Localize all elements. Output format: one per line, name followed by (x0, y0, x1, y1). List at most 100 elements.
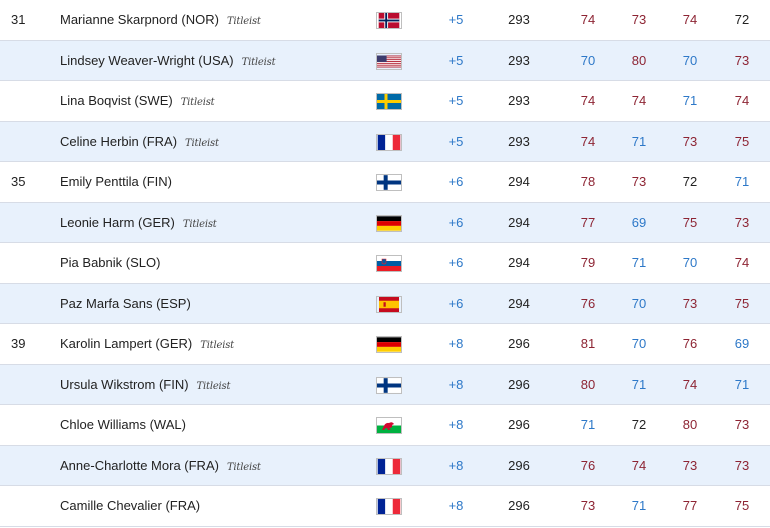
player-name[interactable]: Paz Marfa Sans (ESP) (60, 295, 191, 311)
table-row[interactable]: 31 Marianne Skarpnord (NOR) Titleist +5 2… (0, 0, 770, 41)
round-1-score: 80 (580, 376, 596, 392)
player-name[interactable]: Chloe Williams (WAL) (60, 417, 186, 432)
flag-icon (376, 93, 402, 110)
to-par: +8 (448, 376, 464, 392)
table-row[interactable]: Chloe Williams (WAL) +8 296 71 72 80 73 (0, 405, 770, 446)
flag-icon (376, 214, 402, 232)
player-name[interactable]: Emily Penttila (FIN) (60, 174, 172, 189)
table-row[interactable]: Lina Boqvist (SWE) Titleist +5 293 74 74 … (0, 81, 770, 122)
flag-icon (376, 255, 402, 272)
flag-icon (376, 376, 402, 394)
round-4-score: 71 (734, 376, 750, 392)
to-par: +8 (448, 417, 464, 432)
table-row[interactable]: 35 Emily Penttila (FIN) +6 294 78 73 72 … (0, 162, 770, 203)
player-cell[interactable]: Anne-Charlotte Mora (FRA) Titleist (60, 446, 261, 488)
titleist-logo: Titleist (241, 56, 276, 68)
player-cell[interactable]: Chloe Williams (WAL) (60, 405, 194, 447)
total-score: 296 (508, 336, 530, 351)
to-par: +5 (448, 52, 464, 68)
round-3-score: 71 (682, 93, 698, 108)
total-score: 296 (508, 376, 530, 392)
round-4-score: 75 (734, 133, 750, 149)
to-par: +6 (448, 295, 464, 311)
player-name[interactable]: Camille Chevalier (FRA) (60, 498, 201, 513)
player-cell[interactable]: Ursula Wikstrom (FIN) Titleist (60, 365, 231, 407)
total-score: 296 (508, 417, 530, 432)
player-cell[interactable]: Marianne Skarpnord (NOR) Titleist (60, 0, 261, 42)
table-row[interactable]: Anne-Charlotte Mora (FRA) Titleist +8 296… (0, 445, 770, 488)
round-1-score: 74 (580, 93, 596, 108)
table-row[interactable]: Leonie Harm (GER) Titleist +6 294 77 69 7… (0, 202, 770, 245)
titleist-logo: Titleist (200, 340, 234, 351)
player-cell[interactable]: Leonie Harm (GER) Titleist (60, 203, 217, 245)
titleist-logo: Titleist (180, 97, 215, 108)
player-cell[interactable]: Pia Babnik (SLO) (60, 243, 168, 285)
round-3-score: 74 (682, 376, 698, 392)
to-par: +8 (448, 336, 464, 351)
round-3-score: 80 (682, 417, 698, 432)
round-3-score: 75 (682, 214, 698, 230)
table-row[interactable]: Camille Chevalier (FRA) +8 296 73 71 77 … (0, 486, 770, 527)
round-1-score: 77 (580, 214, 596, 230)
to-par: +6 (448, 174, 464, 189)
player-cell[interactable]: Emily Penttila (FIN) (60, 162, 180, 204)
total-score: 293 (508, 133, 530, 149)
round-1-score: 76 (580, 457, 596, 473)
table-row[interactable]: Lindsey Weaver-Wright (USA) Titleist +5 2… (0, 40, 770, 83)
position: 39 (11, 336, 26, 351)
round-3-score: 73 (682, 457, 698, 473)
to-par: +8 (448, 457, 464, 473)
round-2-score: 71 (631, 255, 647, 270)
player-name[interactable]: Ursula Wikstrom (FIN) (60, 376, 189, 392)
player-cell[interactable]: Lindsey Weaver-Wright (USA) Titleist (60, 41, 276, 83)
player-name[interactable]: Leonie Harm (GER) (60, 214, 175, 230)
flag-icon (376, 12, 402, 29)
player-cell[interactable]: Camille Chevalier (FRA) (60, 486, 208, 528)
round-3-score: 76 (682, 336, 698, 351)
player-name[interactable]: Pia Babnik (SLO) (60, 255, 161, 270)
player-name[interactable]: Lina Boqvist (SWE) (60, 93, 173, 108)
round-2-score: 80 (631, 52, 647, 68)
round-2-score: 70 (631, 336, 647, 351)
round-2-score: 72 (631, 417, 647, 432)
titleist-logo: Titleist (182, 218, 217, 230)
round-1-score: 79 (580, 255, 596, 270)
flag-icon (376, 133, 402, 151)
flag-icon (376, 295, 402, 313)
player-name[interactable]: Lindsey Weaver-Wright (USA) (60, 52, 234, 68)
player-cell[interactable]: Celine Herbin (FRA) Titleist (60, 122, 219, 164)
player-cell[interactable]: Lina Boqvist (SWE) Titleist (60, 81, 215, 123)
flag-icon (376, 174, 402, 191)
round-3-score: 74 (682, 12, 698, 27)
total-score: 294 (508, 214, 530, 230)
table-row[interactable]: 39 Karolin Lampert (GER) Titleist +8 296 … (0, 324, 770, 365)
round-3-score: 73 (682, 295, 698, 311)
round-3-score: 70 (682, 255, 698, 270)
player-name[interactable]: Celine Herbin (FRA) (60, 133, 178, 149)
table-row[interactable]: Pia Babnik (SLO) +6 294 79 71 70 74 (0, 243, 770, 284)
player-cell[interactable]: Paz Marfa Sans (ESP) (60, 284, 199, 326)
round-4-score: 75 (734, 498, 750, 513)
round-1-score: 78 (580, 174, 596, 189)
flag-icon (376, 336, 402, 353)
total-score: 296 (508, 457, 530, 473)
player-name[interactable]: Marianne Skarpnord (NOR) (60, 12, 219, 27)
table-row[interactable]: Celine Herbin (FRA) Titleist +5 293 74 71… (0, 121, 770, 164)
round-2-score: 73 (631, 174, 647, 189)
table-row[interactable]: Ursula Wikstrom (FIN) Titleist +8 296 80 … (0, 364, 770, 407)
round-2-score: 71 (631, 498, 647, 513)
titleist-logo: Titleist (196, 380, 231, 392)
round-3-score: 73 (682, 133, 698, 149)
round-3-score: 70 (682, 52, 698, 68)
table-row[interactable]: Paz Marfa Sans (ESP) +6 294 76 70 73 75 (0, 283, 770, 326)
round-4-score: 71 (734, 174, 750, 189)
round-4-score: 75 (734, 295, 750, 311)
round-2-score: 74 (631, 93, 647, 108)
to-par: +8 (448, 498, 464, 513)
player-cell[interactable]: Karolin Lampert (GER) Titleist (60, 324, 234, 366)
round-4-score: 73 (734, 457, 750, 473)
round-4-score: 74 (734, 93, 750, 108)
player-name[interactable]: Anne-Charlotte Mora (FRA) (60, 457, 219, 473)
player-name[interactable]: Karolin Lampert (GER) (60, 336, 193, 351)
